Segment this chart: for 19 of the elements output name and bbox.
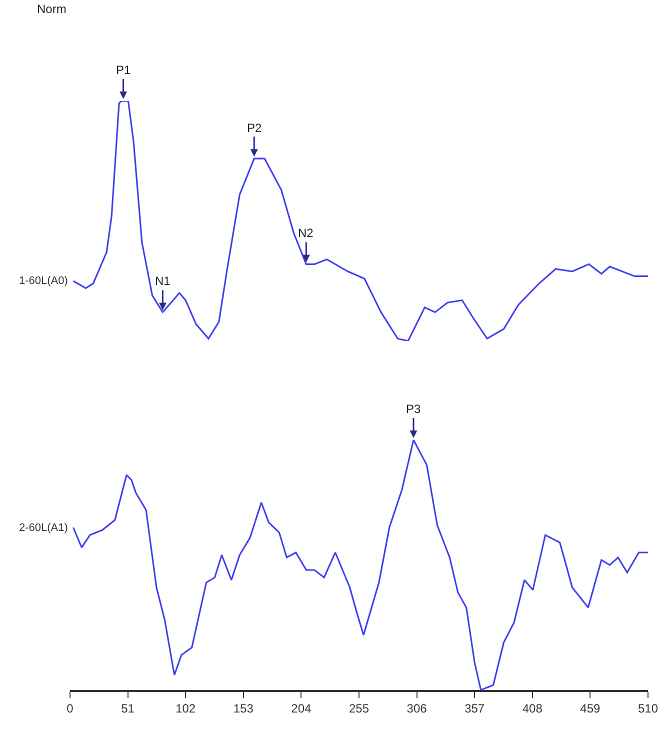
- x-tick-label: 102: [176, 701, 196, 716]
- x-tick-label: 153: [233, 701, 254, 716]
- x-tick-label: 51: [121, 701, 135, 716]
- x-tick-label: 255: [348, 701, 370, 716]
- series-label: 1-60L(A0): [19, 275, 68, 287]
- annotation: P2: [247, 121, 262, 135]
- text: Norm: [37, 2, 66, 16]
- x-tick-label: 0: [66, 701, 74, 716]
- x-tick-label: 357: [464, 701, 485, 716]
- series-label: 2-60L(A1): [19, 522, 68, 534]
- annotation: N2: [298, 226, 314, 240]
- x-tick-label: 306: [406, 701, 428, 716]
- x-tick-label: 204: [291, 701, 312, 716]
- x-tick-label: 510: [638, 701, 658, 716]
- annotation: N1: [155, 274, 171, 288]
- x-tick-label: 459: [580, 701, 601, 716]
- annotation: P1: [116, 63, 132, 77]
- x-tick-label: 408: [522, 701, 543, 716]
- annotation: P3: [406, 402, 422, 416]
